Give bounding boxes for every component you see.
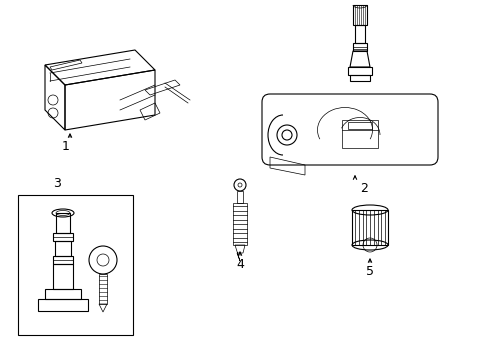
Bar: [38, 299, 88, 311]
Text: 5: 5: [365, 265, 373, 278]
Bar: [352, 5, 366, 25]
Bar: [341, 120, 377, 148]
Text: 2: 2: [359, 182, 367, 195]
Bar: [56, 213, 70, 233]
Bar: [237, 191, 243, 203]
Bar: [53, 256, 73, 264]
Bar: [55, 241, 71, 256]
Bar: [347, 122, 371, 129]
Bar: [347, 67, 371, 75]
Bar: [53, 264, 73, 289]
Text: 3: 3: [53, 177, 61, 190]
Bar: [45, 289, 81, 299]
Text: 1: 1: [62, 140, 70, 153]
Bar: [351, 210, 387, 245]
Bar: [349, 75, 369, 81]
Bar: [232, 203, 246, 245]
Bar: [99, 274, 107, 304]
Bar: [352, 43, 366, 51]
Bar: [18, 195, 133, 335]
Text: 4: 4: [236, 258, 244, 271]
Bar: [354, 25, 364, 43]
Bar: [53, 233, 73, 241]
